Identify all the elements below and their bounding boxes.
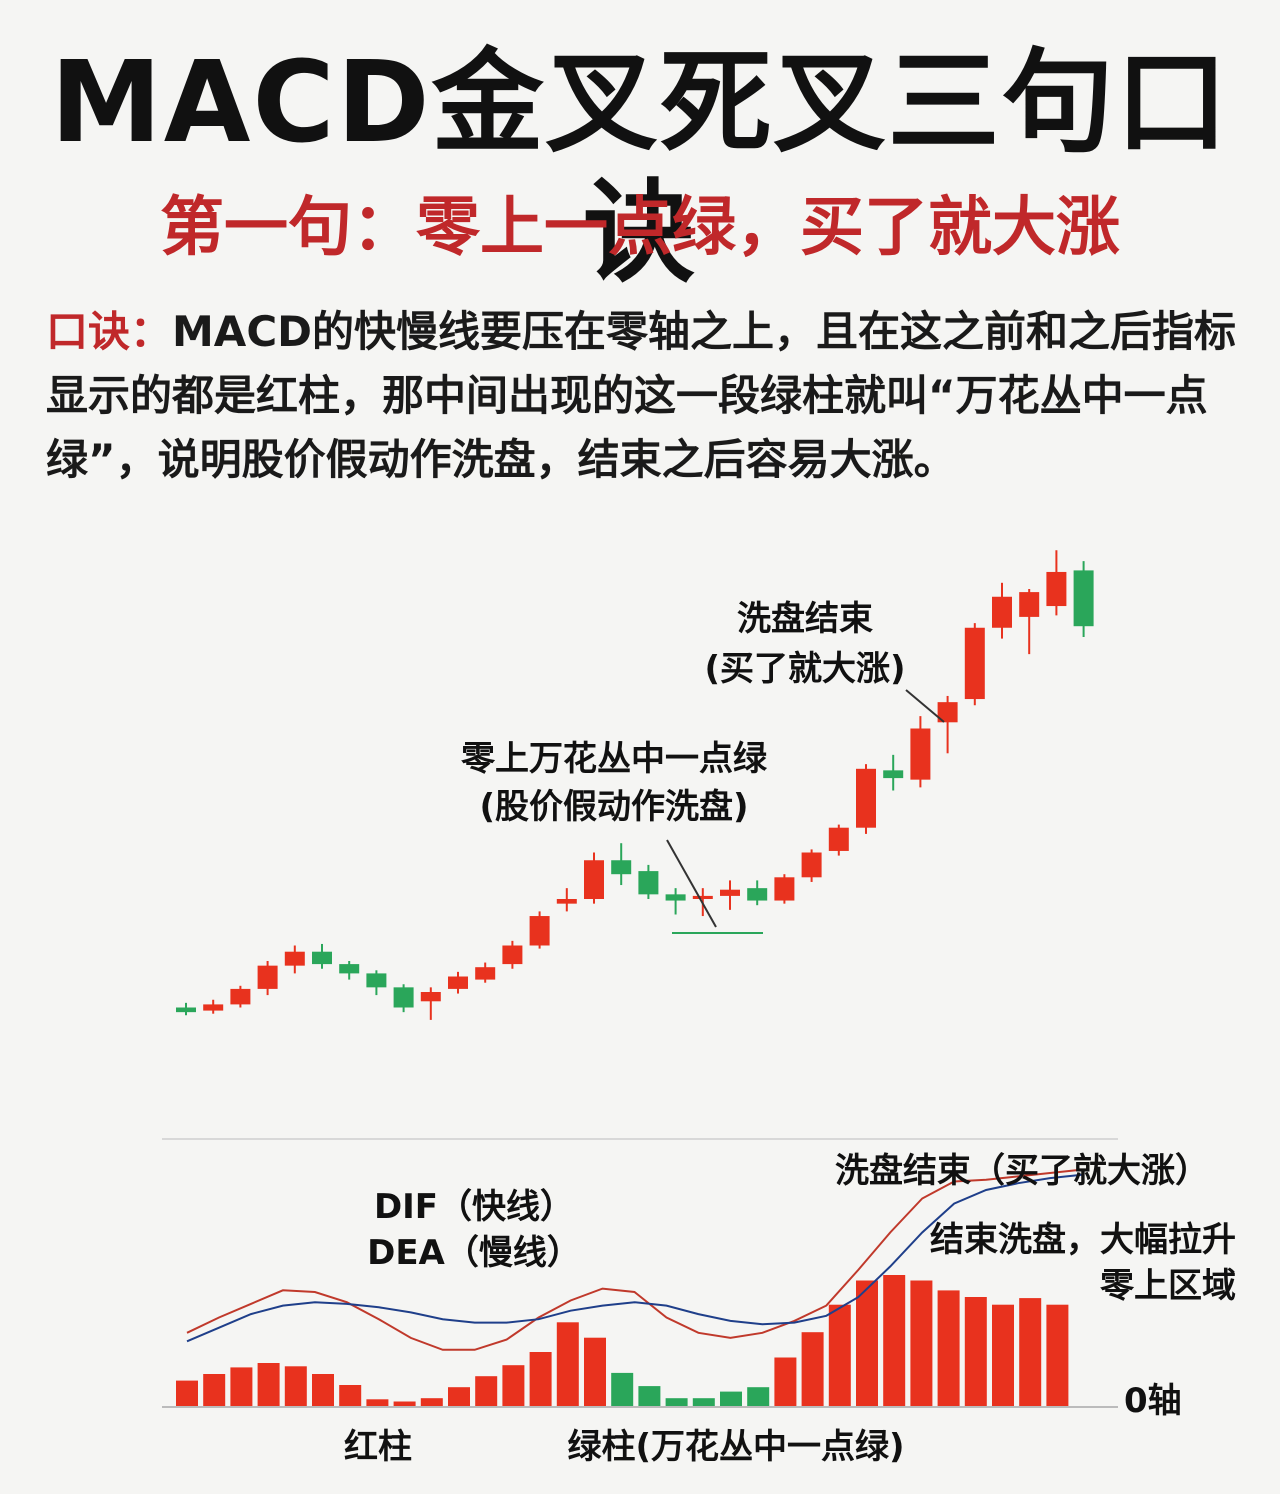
dif-line — [186, 1168, 1083, 1351]
washout-callout-line — [905, 689, 945, 723]
candle-body — [856, 768, 876, 828]
histogram-bar — [448, 1387, 470, 1407]
histogram-bar — [203, 1374, 226, 1407]
candle-body — [774, 877, 795, 901]
histogram-bar — [339, 1385, 362, 1407]
green-bars-label: 绿柱(万花丛中一点绿) — [567, 1427, 904, 1467]
top-right-label: 洗盘结束（买了就大涨） — [835, 1151, 1209, 1191]
histogram-bar — [720, 1391, 742, 1407]
histogram-bar — [774, 1357, 797, 1407]
candle-body — [420, 992, 441, 1002]
page-title: MACD金叉死叉三句口诀 — [50, 38, 1230, 298]
page-subtitle: 第一句：零上一点绿，买了就大涨 — [160, 191, 1120, 265]
histogram-bar — [176, 1380, 198, 1407]
callout-lines — [666, 689, 945, 934]
histogram-bar — [284, 1366, 307, 1407]
candle-body — [203, 1004, 224, 1011]
candle-body — [883, 770, 904, 779]
green-cluster-callout-line — [666, 839, 717, 928]
histogram-bar — [801, 1332, 824, 1407]
description-text: MACD的快慢线要压在零轴之上，且在这之前和之后指标显示的都是红柱，那中间出现的… — [46, 307, 1237, 484]
candle-body — [1019, 592, 1040, 617]
description-lead: 口诀： — [46, 307, 173, 356]
candle-body — [1046, 571, 1067, 607]
right-label-1: 结束洗盘，大幅拉升 — [930, 1220, 1236, 1260]
histogram-bar — [937, 1290, 960, 1407]
description: 口诀：MACD的快慢线要压在零轴之上，且在这之前和之后指标显示的都是红柱，那中间… — [46, 300, 1246, 492]
histogram-bar — [856, 1280, 878, 1407]
histogram-bar — [611, 1372, 634, 1407]
candle-body — [937, 702, 958, 723]
histogram-bar — [828, 1304, 851, 1407]
candlestick-series — [176, 550, 1094, 1020]
washout-end-label-1: 洗盘结束 — [737, 599, 873, 639]
candle-body — [692, 895, 713, 899]
histogram-bar — [1046, 1304, 1069, 1407]
candle-body — [393, 987, 414, 1008]
candle-body — [584, 860, 604, 899]
candle-body — [747, 888, 768, 901]
histogram-bar — [312, 1374, 334, 1407]
candle-body — [366, 973, 387, 988]
histogram-bar — [1019, 1298, 1042, 1407]
green-cluster-label-2: (股价假动作洗盘) — [479, 787, 748, 827]
dif-label: DIF（快线） — [374, 1187, 574, 1227]
candle-body — [448, 976, 468, 989]
zero-axis-label: 0轴 — [1124, 1381, 1182, 1421]
candle-body — [992, 596, 1012, 628]
histogram-bar — [747, 1387, 770, 1407]
macd-lines — [186, 1168, 1083, 1351]
histogram-bar — [584, 1337, 606, 1407]
candle-body — [556, 899, 577, 904]
candle-body — [257, 965, 278, 989]
dea-line — [186, 1173, 1083, 1343]
histogram-bar — [393, 1401, 416, 1407]
green-cluster-label-1: 零上万花丛中一点绿 — [461, 739, 768, 779]
histogram-bar — [366, 1399, 389, 1407]
histogram-bar — [230, 1367, 253, 1407]
histogram-bar — [556, 1322, 579, 1407]
histogram-bar — [883, 1275, 906, 1407]
candle-body — [801, 852, 822, 878]
candle-body — [529, 916, 550, 946]
histogram-bar — [964, 1297, 987, 1407]
candle-body — [720, 889, 740, 896]
histogram-bar — [910, 1280, 933, 1407]
red-bars-label: 红柱 — [344, 1427, 412, 1467]
candle-body — [665, 894, 686, 901]
histogram-bar — [475, 1376, 498, 1407]
candle-body — [312, 951, 332, 965]
candle-body — [828, 827, 849, 851]
candle-body — [502, 945, 523, 965]
candle-body — [230, 988, 251, 1005]
candle-body — [339, 964, 360, 974]
candle-body — [611, 860, 632, 875]
histogram-bar — [665, 1398, 688, 1407]
candle-body — [284, 951, 305, 966]
candle-body — [176, 1007, 196, 1013]
histogram-bar — [420, 1398, 443, 1407]
washout-end-label-2: (买了就大涨) — [704, 649, 905, 689]
histogram-bar — [992, 1304, 1014, 1407]
candle-body — [638, 871, 659, 895]
candle-body — [475, 967, 496, 980]
histogram-bar — [529, 1352, 552, 1407]
candle-body — [964, 627, 985, 700]
dea-label: DEA（慢线） — [367, 1233, 581, 1273]
histogram-bar — [638, 1386, 661, 1407]
candle-body — [1073, 570, 1094, 627]
histogram-bar — [257, 1363, 280, 1407]
candle-body — [910, 728, 931, 780]
histogram-bar — [502, 1365, 525, 1407]
right-label-2: 零上区域 — [1100, 1266, 1236, 1306]
macd-histogram — [176, 1275, 1069, 1407]
histogram-bar — [692, 1398, 715, 1407]
